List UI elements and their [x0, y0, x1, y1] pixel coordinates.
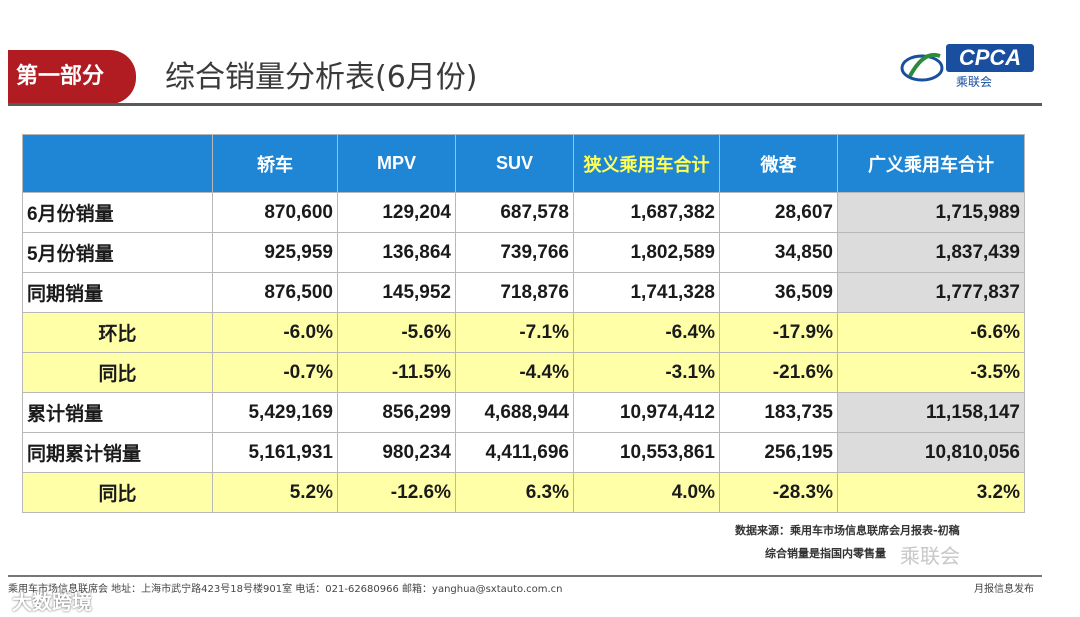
header-mpv: MPV: [337, 134, 456, 193]
table-cell: 28,607: [719, 192, 838, 233]
row-label: 累计销量: [22, 392, 213, 433]
header-suv: SUV: [455, 134, 574, 193]
table-row: 6月份销量 870,600 129,204 687,578 1,687,382 …: [22, 192, 1025, 233]
table-row: 环比 -6.0% -5.6% -7.1% -6.4% -17.9% -6.6%: [22, 312, 1025, 353]
table-cell: 5,429,169: [212, 392, 338, 433]
table-row: 同期累计销量 5,161,931 980,234 4,411,696 10,55…: [22, 432, 1025, 473]
table-cell: 11,158,147: [837, 392, 1025, 433]
table-cell: -3.5%: [837, 352, 1025, 393]
table-cell: -11.5%: [337, 352, 456, 393]
source-note: 数据来源：乘用车市场信息联席会月报表-初稿: [735, 524, 960, 537]
row-label: 同期销量: [22, 272, 213, 313]
row-label: 同比: [22, 352, 213, 393]
watermark: 乘联会: [900, 544, 960, 568]
row-label: 同期累计销量: [22, 432, 213, 473]
table-cell: 739,766: [455, 232, 574, 273]
table-cell: -12.6%: [337, 472, 456, 513]
row-label: 6月份销量: [22, 192, 213, 233]
definition-note: 综合销量是指国内零售量: [765, 547, 886, 560]
table-cell: 1,687,382: [573, 192, 720, 233]
table-cell: 183,735: [719, 392, 838, 433]
table-cell: 1,802,589: [573, 232, 720, 273]
table-row: 5月份销量 925,959 136,864 739,766 1,802,589 …: [22, 232, 1025, 273]
footer-contact: 乘用车市场信息联席会 地址：上海市武宁路423号18号楼901室 电话：021-…: [8, 584, 563, 595]
table-row: 同比 5.2% -12.6% 6.3% 4.0% -28.3% 3.2%: [22, 472, 1025, 513]
table-cell: 925,959: [212, 232, 338, 273]
table-cell: -6.4%: [573, 312, 720, 353]
table-cell: 4,688,944: [455, 392, 574, 433]
row-label: 环比: [22, 312, 213, 353]
table-cell: 10,810,056: [837, 432, 1025, 473]
table-cell: 129,204: [337, 192, 456, 233]
table-cell: -6.6%: [837, 312, 1025, 353]
cpca-emblem-icon: [900, 53, 944, 82]
table-cell: 5.2%: [212, 472, 338, 513]
table-cell: -5.6%: [337, 312, 456, 353]
cpca-logo: CPCA 乘联会: [898, 42, 1038, 90]
table-cell: 10,974,412: [573, 392, 720, 433]
table-cell: -17.9%: [719, 312, 838, 353]
table-cell: 1,837,439: [837, 232, 1025, 273]
table-cell: -4.4%: [455, 352, 574, 393]
table-cell: -3.1%: [573, 352, 720, 393]
table-cell: -0.7%: [212, 352, 338, 393]
table-row: 同比 -0.7% -11.5% -4.4% -3.1% -21.6% -3.5%: [22, 352, 1025, 393]
table-cell: 4,411,696: [455, 432, 574, 473]
table-cell: 876,500: [212, 272, 338, 313]
table-header-row: 轿车 MPV SUV 狭义乘用车合计 微客 广义乘用车合计: [22, 134, 1025, 193]
sales-table: 轿车 MPV SUV 狭义乘用车合计 微客 广义乘用车合计 6月份销量 870,…: [22, 134, 1025, 513]
table-cell: 5,161,931: [212, 432, 338, 473]
header-minivan: 微客: [719, 134, 838, 193]
table-cell: 4.0%: [573, 472, 720, 513]
table-cell: 718,876: [455, 272, 574, 313]
section-badge: 第一部分: [8, 50, 136, 104]
table-cell: 36,509: [719, 272, 838, 313]
table-cell: 145,952: [337, 272, 456, 313]
footer-divider: [8, 575, 1042, 577]
table-cell: -7.1%: [455, 312, 574, 353]
logo-text: CPCA: [946, 44, 1034, 72]
page-title: 综合销量分析表(6月份): [165, 60, 478, 95]
row-label: 同比: [22, 472, 213, 513]
table-cell: 1,741,328: [573, 272, 720, 313]
header-narrow-total: 狭义乘用车合计: [573, 134, 720, 193]
table-cell: 136,864: [337, 232, 456, 273]
table-row: 同期销量 876,500 145,952 718,876 1,741,328 3…: [22, 272, 1025, 313]
header-sedan: 轿车: [212, 134, 338, 193]
header-empty: [22, 134, 213, 193]
logo-subtext: 乘联会: [956, 75, 993, 89]
table-cell: 687,578: [455, 192, 574, 233]
table-cell: -28.3%: [719, 472, 838, 513]
table-cell: 980,234: [337, 432, 456, 473]
table-cell: -21.6%: [719, 352, 838, 393]
table-cell: 856,299: [337, 392, 456, 433]
table-cell: 3.2%: [837, 472, 1025, 513]
table-cell: 870,600: [212, 192, 338, 233]
table-row: 累计销量 5,429,169 856,299 4,688,944 10,974,…: [22, 392, 1025, 433]
watermark-bottom: 大数跨境: [12, 590, 92, 614]
row-label: 5月份销量: [22, 232, 213, 273]
table-cell: 1,715,989: [837, 192, 1025, 233]
table-cell: 256,195: [719, 432, 838, 473]
table-cell: 10,553,861: [573, 432, 720, 473]
table-cell: 34,850: [719, 232, 838, 273]
header-broad-total: 广义乘用车合计: [837, 134, 1025, 193]
header-divider: [8, 103, 1042, 106]
table-cell: 1,777,837: [837, 272, 1025, 313]
footer-right-text: 月报信息发布: [974, 584, 1034, 595]
table-cell: 6.3%: [455, 472, 574, 513]
table-cell: -6.0%: [212, 312, 338, 353]
